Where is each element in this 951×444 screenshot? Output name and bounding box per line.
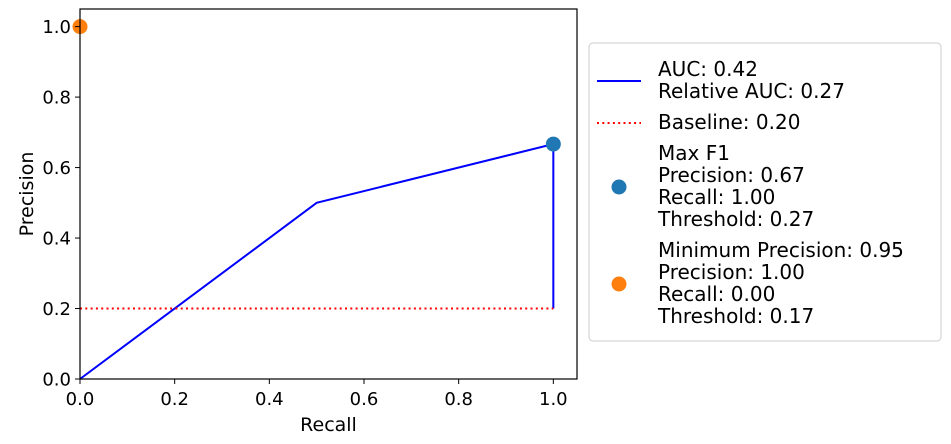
x-tick-label: 0.2 [160,389,189,410]
y-axis-label: Precision [16,152,38,237]
legend-entry-text: Max F1 [658,141,730,165]
legend-entry-text: Recall: 1.00 [658,185,775,209]
plot-content [72,19,561,380]
x-tick-label: 0.0 [66,389,95,410]
x-tick-label: 1.0 [539,389,568,410]
legend-entry-text: Baseline: 0.20 [658,110,800,134]
data-point-2 [545,136,561,152]
legend-entry-text: Threshold: 0.17 [657,304,814,328]
legend-entry-text: Minimum Precision: 0.95 [658,238,904,262]
y-tick-label: 0.2 [42,299,71,320]
y-tick-label: 1.0 [42,17,71,38]
y-tick-label: 0.0 [42,370,71,391]
x-tick-label: 0.6 [350,389,379,410]
legend-entry-text: Threshold: 0.27 [657,207,814,231]
axis-ticks: 0.0 0.2 0.4 0.6 0.8 1.0 0.0 0.2 0.4 0.6 0.8 1.0 [42,17,567,410]
legend-entry-text: Precision: 0.67 [658,163,805,187]
legend-handle-marker [611,276,627,292]
series-line-0 [79,142,555,380]
y-tick-label: 0.8 [42,88,71,109]
y-tick-label: 0.4 [42,229,71,250]
legend-entry-text: Precision: 1.00 [658,260,805,284]
y-tick-label: 0.6 [42,158,71,179]
legend-entry-text: AUC: 0.42 [658,57,758,81]
legend-box [588,42,942,342]
x-tick-label: 0.8 [444,389,473,410]
x-axis-label: Recall [300,414,357,436]
legend-handle-marker [611,179,627,195]
plot-frame [79,8,578,380]
x-tick-label: 0.4 [255,389,284,410]
legend-entry-text: Recall: 0.00 [658,282,775,306]
legend-entry-text: Relative AUC: 0.27 [658,79,845,103]
